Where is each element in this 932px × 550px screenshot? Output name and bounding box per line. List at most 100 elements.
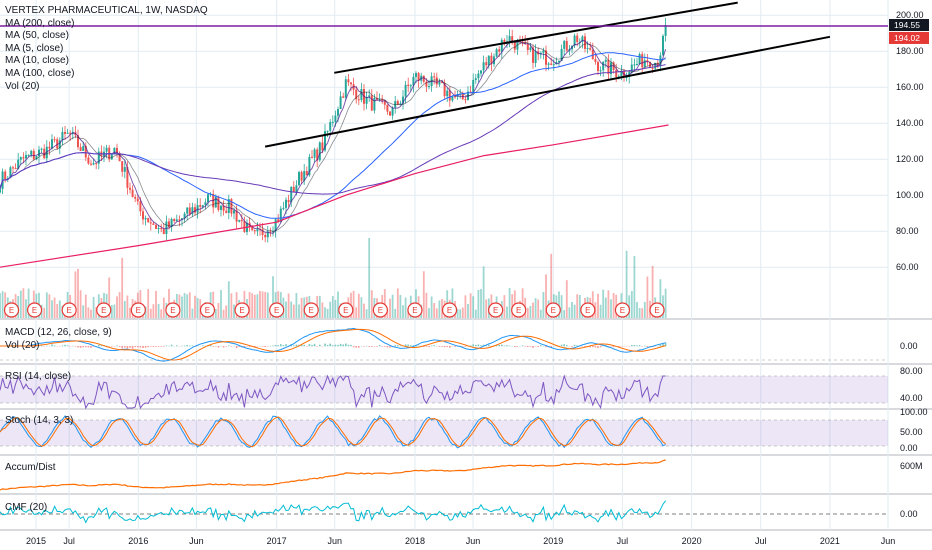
volume-bar xyxy=(565,280,568,318)
volume-bar xyxy=(53,297,56,318)
candle-body xyxy=(389,111,391,116)
volume-bar xyxy=(402,305,404,318)
earnings-marker-label: E xyxy=(32,306,37,315)
candle-body xyxy=(191,207,194,215)
earnings-marker-label: E xyxy=(412,306,417,315)
candle-body xyxy=(25,155,27,159)
earnings-marker-label: E xyxy=(136,306,141,315)
candle-body xyxy=(594,59,597,62)
volume-bar xyxy=(394,308,397,318)
macd-histogram-bar xyxy=(607,346,610,347)
x-tick-label: 2018 xyxy=(405,536,425,546)
candle-body xyxy=(240,220,243,222)
candle-body xyxy=(532,47,534,63)
macd-histogram-bar xyxy=(521,345,524,347)
macd-histogram-bar xyxy=(230,346,233,347)
volume-bar xyxy=(612,293,615,318)
candle-body xyxy=(552,64,555,66)
macd-histogram-bar xyxy=(306,346,308,347)
candle-body xyxy=(490,55,493,65)
candle-body xyxy=(48,146,51,149)
volume-bar xyxy=(560,295,563,318)
legend-ma5: MA (5, close) xyxy=(5,42,64,54)
macd-histogram-bar xyxy=(389,346,391,348)
earnings-marker xyxy=(338,302,354,318)
candle-body xyxy=(35,156,38,160)
volume-bar xyxy=(391,294,394,318)
volume-bar xyxy=(220,290,222,318)
candle-body xyxy=(14,168,17,170)
candle-body xyxy=(477,73,480,79)
accum-dist-line xyxy=(0,459,666,491)
volume-bar xyxy=(503,295,506,318)
macd-histogram-bar xyxy=(85,346,87,348)
candle-body xyxy=(207,194,209,203)
candle-body xyxy=(311,156,313,158)
macd-histogram-bar xyxy=(147,346,149,348)
macd-histogram-bar xyxy=(246,346,248,347)
volume-bar xyxy=(365,309,368,318)
candle-body xyxy=(407,84,410,86)
legend-ma10: MA (10, close) xyxy=(5,55,69,67)
volume-bar xyxy=(225,305,228,318)
macd-histogram-bar xyxy=(506,345,508,347)
macd-histogram-bar xyxy=(347,344,350,347)
volume-bar xyxy=(155,290,157,318)
volume-bar xyxy=(545,274,547,318)
candle-body xyxy=(32,150,35,160)
candle-body xyxy=(342,96,345,98)
candle-body xyxy=(558,60,560,63)
macd-histogram-bar xyxy=(576,345,578,347)
macd-histogram-bar xyxy=(183,345,186,347)
macd-histogram-bar xyxy=(662,343,664,347)
candle-body xyxy=(560,48,563,61)
candle-body xyxy=(383,100,386,105)
macd-histogram-bar xyxy=(508,345,511,347)
volume-bar xyxy=(79,290,82,318)
macd-histogram-bar xyxy=(529,346,532,347)
macd-histogram-bar xyxy=(116,345,118,347)
macd-histogram-bar xyxy=(90,346,92,348)
candle-body xyxy=(97,151,100,164)
volume-bar xyxy=(181,296,183,318)
macd-histogram-bar xyxy=(235,346,238,349)
volume-bar xyxy=(607,290,610,318)
candle-body xyxy=(662,35,664,56)
volume-bar xyxy=(337,291,339,318)
volume-bar xyxy=(477,289,480,318)
volume-bar xyxy=(435,308,438,318)
candle-body xyxy=(269,231,272,233)
x-tick-label: 2017 xyxy=(267,536,287,546)
volume-bar xyxy=(4,292,7,318)
cmf-label: CMF (20) xyxy=(5,502,48,513)
macd-histogram-bar xyxy=(376,346,378,347)
volume-bar xyxy=(19,290,22,318)
macd-histogram-bar xyxy=(300,345,303,347)
volume-bar xyxy=(217,302,220,318)
x-tick-label: Jul xyxy=(617,536,629,546)
candle-body xyxy=(282,207,285,209)
earnings-marker-label: E xyxy=(378,306,383,315)
macd-histogram-bar xyxy=(82,346,84,348)
candle-body xyxy=(386,104,389,112)
macd-histogram-bar xyxy=(66,345,69,347)
macd-histogram-bar xyxy=(365,345,368,347)
earnings-marker-label: E xyxy=(9,306,14,315)
candle-body xyxy=(170,218,173,228)
earnings-marker xyxy=(303,302,319,318)
volume-bar xyxy=(425,292,428,318)
candle-body xyxy=(487,55,490,66)
candle-body xyxy=(126,167,129,188)
candle-body xyxy=(550,63,553,65)
macd-histogram-bar xyxy=(134,346,136,348)
candle-body xyxy=(396,101,399,105)
macd-histogram-bar xyxy=(280,344,282,347)
candle-body xyxy=(324,131,326,151)
volume-bar xyxy=(318,295,321,318)
macd-histogram-bar xyxy=(238,346,240,347)
candle-body xyxy=(337,109,339,116)
candle-body xyxy=(638,54,641,65)
rsi-label: RSI (14, close) xyxy=(5,371,72,382)
macd-histogram-bar xyxy=(378,345,381,347)
